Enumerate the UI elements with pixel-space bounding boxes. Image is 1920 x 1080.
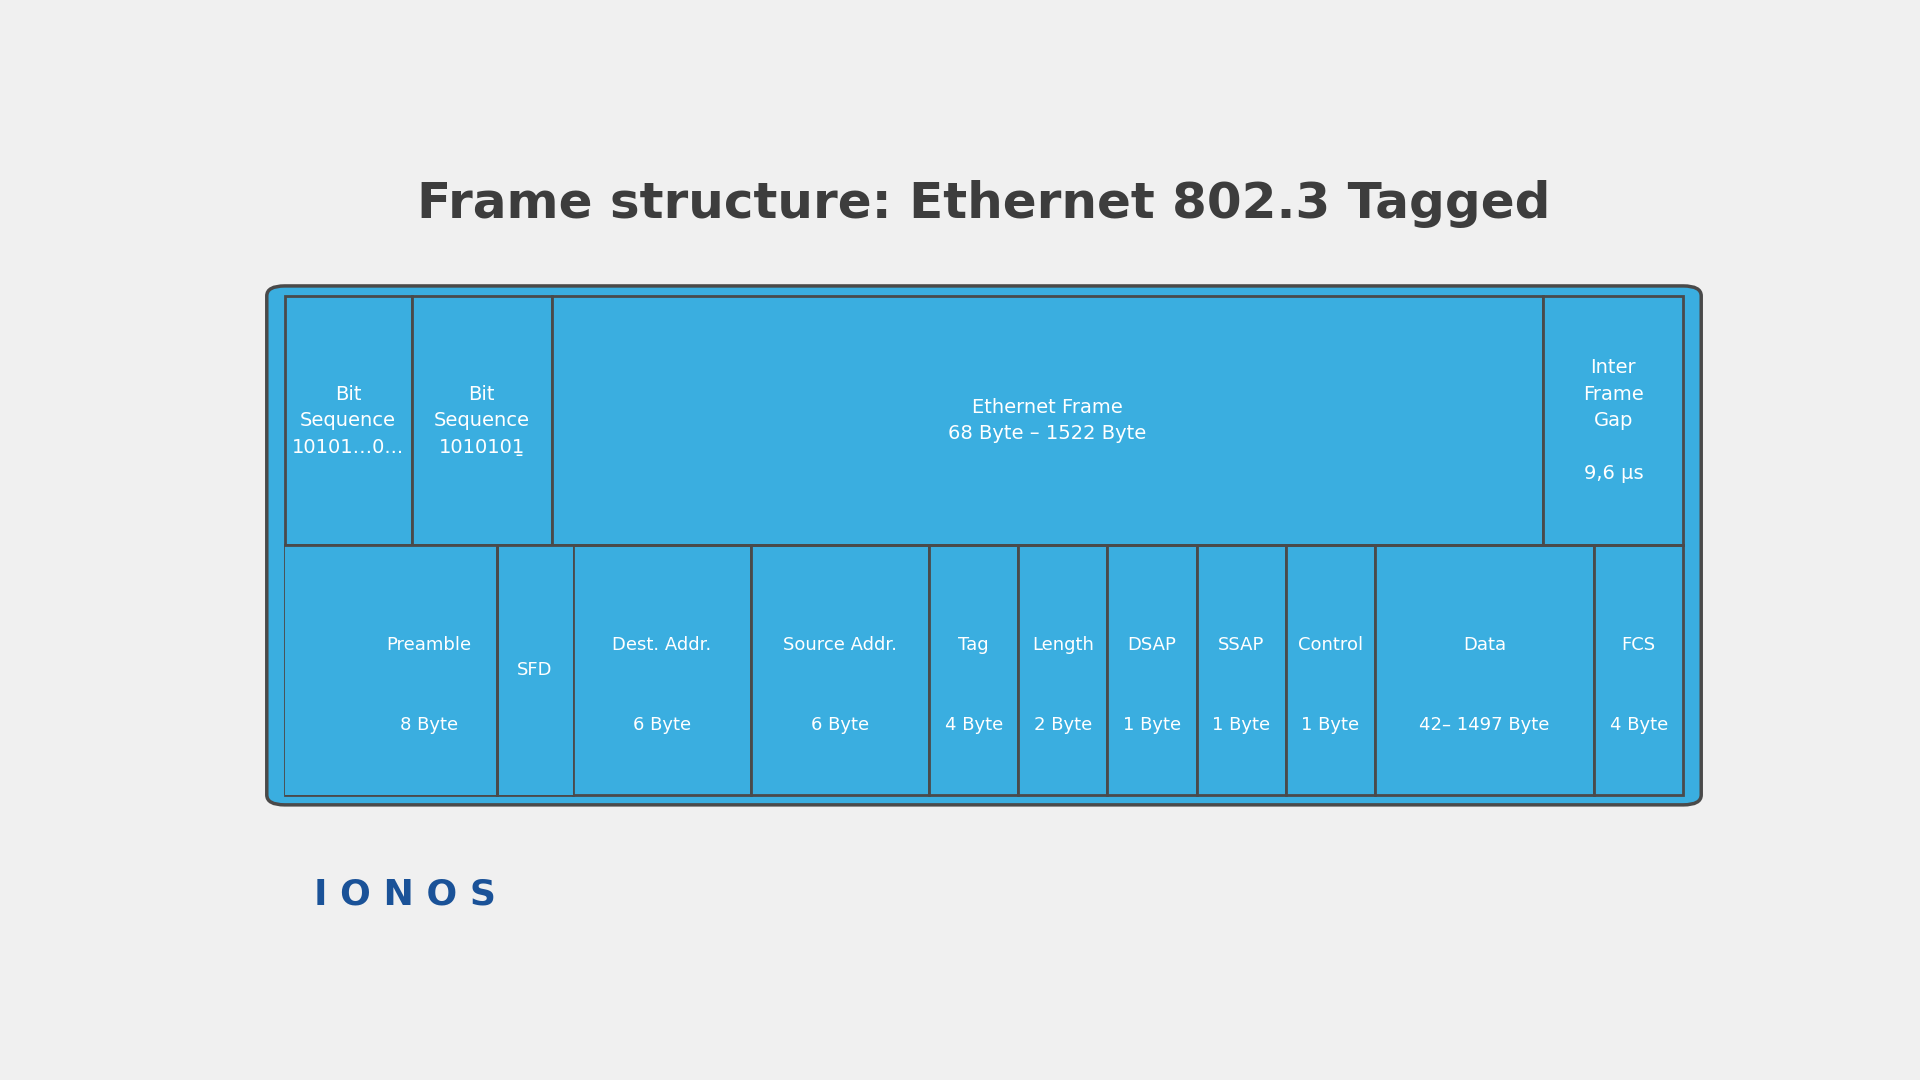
Bar — [929, 545, 1018, 795]
Bar — [284, 296, 411, 545]
Text: 42– 1497 Byte: 42– 1497 Byte — [1419, 716, 1549, 734]
Text: Frame structure: Ethernet 802.3 Tagged: Frame structure: Ethernet 802.3 Tagged — [417, 180, 1551, 229]
Text: Control: Control — [1298, 636, 1363, 654]
Text: 4 Byte: 4 Byte — [1609, 716, 1668, 734]
Bar — [284, 545, 497, 795]
Bar — [411, 296, 551, 545]
Text: SSAP: SSAP — [1217, 636, 1263, 654]
Bar — [1108, 545, 1196, 795]
Text: 1 Byte: 1 Byte — [1212, 716, 1271, 734]
Text: Inter
Frame
Gap

9,6 µs: Inter Frame Gap 9,6 µs — [1584, 359, 1644, 483]
Bar — [284, 545, 572, 795]
Bar — [751, 545, 929, 795]
Text: Bit
Sequence
10101…0...: Bit Sequence 10101…0... — [292, 384, 405, 457]
Text: 6 Byte: 6 Byte — [810, 716, 870, 734]
Text: 4 Byte: 4 Byte — [945, 716, 1002, 734]
Text: Tag: Tag — [958, 636, 989, 654]
Bar — [572, 545, 751, 795]
Text: SFD: SFD — [516, 661, 553, 679]
Text: Source Addr.: Source Addr. — [783, 636, 897, 654]
Bar — [1544, 296, 1684, 545]
Bar — [1286, 545, 1375, 795]
Bar — [551, 296, 1544, 545]
Text: Bit
Sequence
1010101̱: Bit Sequence 1010101̱ — [434, 384, 530, 457]
Text: Preamble: Preamble — [386, 636, 470, 654]
Text: I O N O S: I O N O S — [315, 878, 497, 912]
Text: DSAP: DSAP — [1127, 636, 1177, 654]
Text: FCS: FCS — [1622, 636, 1655, 654]
Text: 6 Byte: 6 Byte — [634, 716, 691, 734]
Text: Dest. Addr.: Dest. Addr. — [612, 636, 712, 654]
Text: Length: Length — [1031, 636, 1094, 654]
Text: Ethernet Frame
68 Byte – 1522 Byte: Ethernet Frame 68 Byte – 1522 Byte — [948, 397, 1146, 444]
Text: 1 Byte: 1 Byte — [1302, 716, 1359, 734]
FancyBboxPatch shape — [267, 286, 1701, 805]
Bar — [1594, 545, 1684, 795]
Bar — [1018, 545, 1108, 795]
Bar — [497, 545, 572, 795]
Text: 8 Byte: 8 Byte — [361, 716, 420, 734]
Bar — [1196, 545, 1286, 795]
Text: 1 Byte: 1 Byte — [1123, 716, 1181, 734]
Text: Preamble: Preamble — [348, 636, 434, 654]
Text: Data: Data — [1463, 636, 1505, 654]
Bar — [1375, 545, 1594, 795]
Text: 8 Byte: 8 Byte — [399, 716, 457, 734]
Text: 2 Byte: 2 Byte — [1033, 716, 1092, 734]
Text: SFD: SFD — [516, 661, 553, 679]
